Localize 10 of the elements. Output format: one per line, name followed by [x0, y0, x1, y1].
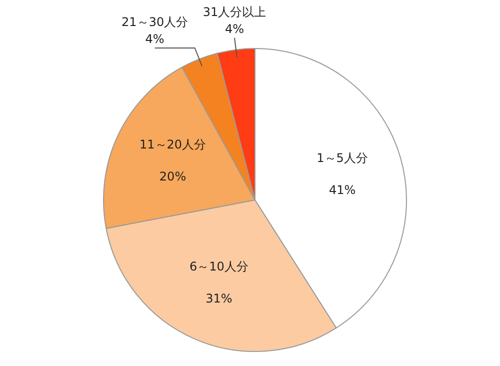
slice-label: 11～20人分	[139, 137, 206, 152]
slice-label: 1～5人分	[316, 150, 368, 165]
data-label: 20%	[159, 169, 186, 184]
slice-label: 6～10人分	[189, 260, 248, 274]
data-label: 4%	[224, 22, 244, 36]
data-label: 4%	[145, 32, 164, 46]
slice-label: 31人分以上	[202, 4, 266, 19]
slice-label: 21～30人分	[122, 15, 188, 30]
data-label: 31%	[206, 292, 232, 306]
data-label: 41%	[328, 182, 356, 197]
